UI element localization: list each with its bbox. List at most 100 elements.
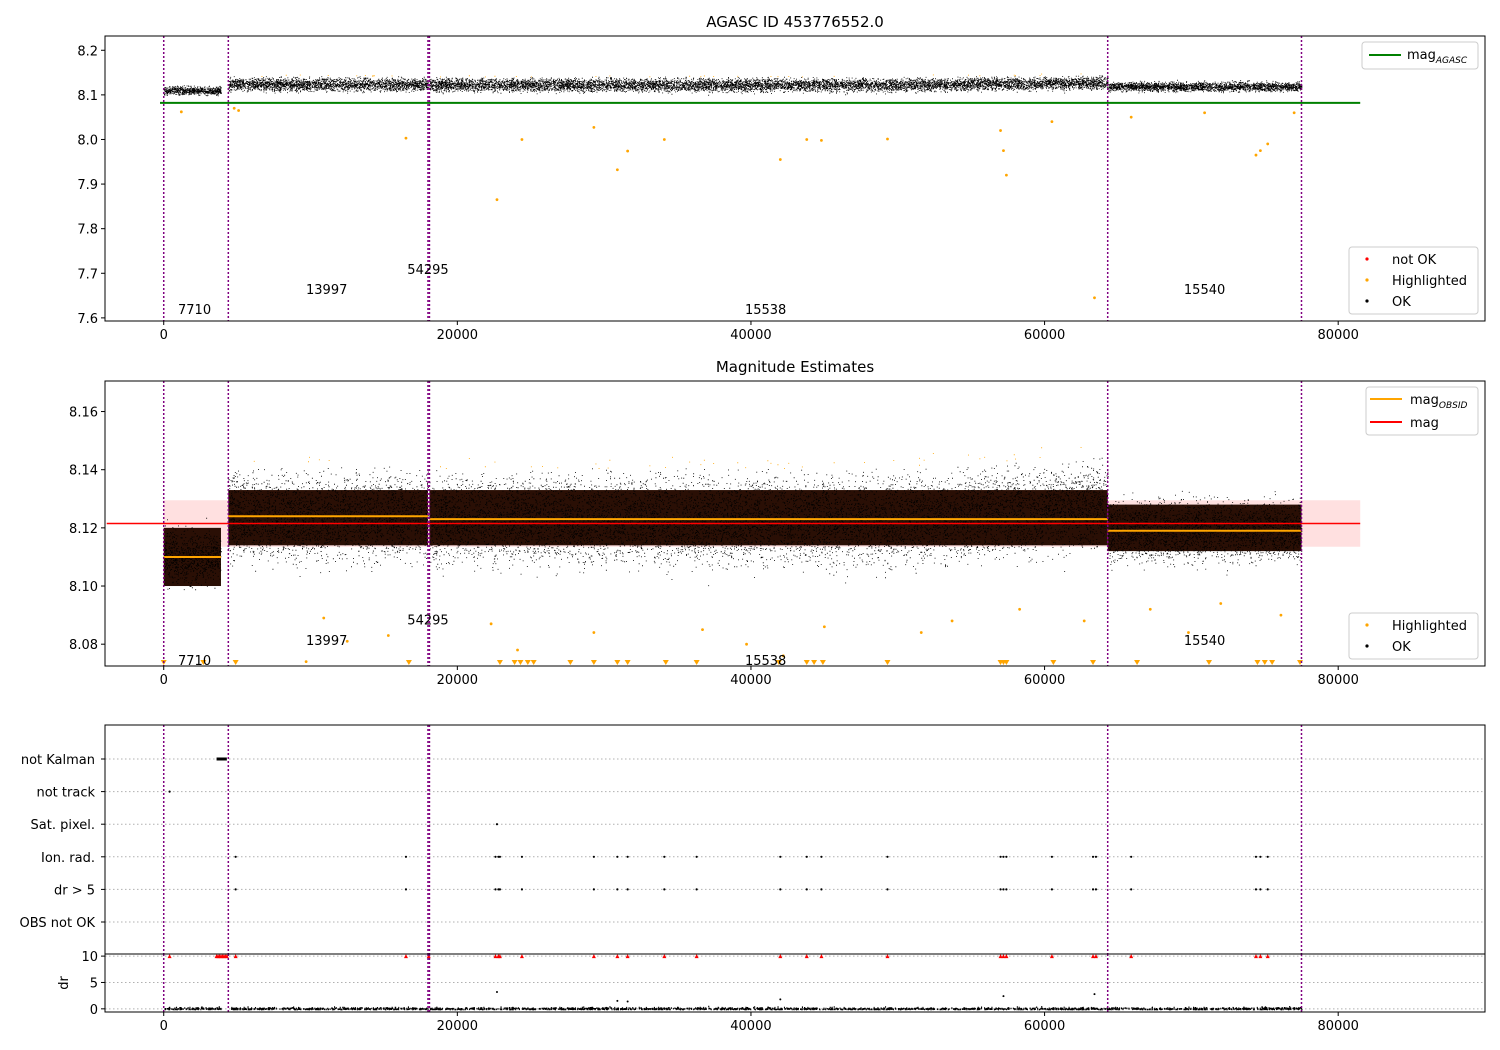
- ok-points: [163, 75, 1303, 97]
- dr-outlier-point: [779, 998, 782, 1001]
- highlighted-outlier-point: [516, 648, 519, 652]
- highlighted-outlier-point: [232, 106, 236, 110]
- highlighted-outlier-point: [179, 110, 183, 114]
- clipped-low-marker: [517, 660, 524, 665]
- dr-gt-5-point: [1266, 888, 1269, 891]
- dr-gt-5-point: [1130, 888, 1133, 891]
- dr-gt-5-point: [1094, 888, 1098, 891]
- legend-marker-ok: [1365, 299, 1369, 303]
- dr-gt-5-point: [1259, 888, 1262, 891]
- dr-outlier-point: [616, 999, 619, 1002]
- top-obsid-labels: 7710 13997 54295 15538 15540: [178, 263, 1225, 318]
- highlighted-outlier-point: [919, 631, 923, 634]
- dr-outlier-point: [1002, 995, 1005, 998]
- legend-box: [1348, 612, 1479, 660]
- ion-rad-point: [779, 855, 782, 858]
- dr-capped-marker: [1129, 954, 1134, 959]
- y-tick-label: 5: [90, 976, 98, 991]
- dr-capped-marker: [1253, 954, 1258, 959]
- x-tick-label: 80000: [1318, 1019, 1359, 1034]
- highlighted-outlier-point: [745, 642, 748, 646]
- dr-gt-5-point: [616, 888, 619, 891]
- highlighted-outlier-point: [345, 639, 349, 643]
- x-tick-label: 40000: [730, 328, 771, 343]
- dr-gt-5-point: [234, 888, 237, 891]
- obsid-uncertainty-band: [429, 490, 1108, 546]
- flag-category-label: not Kalman: [21, 753, 95, 768]
- legend-label-mag: mag: [1410, 416, 1439, 431]
- clipped-low-marker: [1090, 660, 1097, 665]
- y-tick-label: 7.7: [77, 267, 98, 282]
- x-tick-label: 0: [160, 328, 168, 343]
- flag-category-label: dr > 5: [54, 883, 95, 898]
- highlighted-outlier-point: [592, 126, 596, 129]
- top-legend-status: not OK Highlighted OK: [1348, 246, 1479, 315]
- x-tick-label: 60000: [1024, 673, 1065, 688]
- dr-gt-5-point: [663, 888, 666, 891]
- middle-y-axis: 8.08 8.10 8.12 8.14 8.16: [69, 406, 105, 653]
- ion-rad-point: [805, 855, 808, 858]
- dr-capped-marker: [519, 954, 524, 959]
- highlighted-outlier-point: [1093, 296, 1096, 300]
- obsid-label: 13997: [306, 634, 347, 649]
- clipped-low-marker: [524, 660, 531, 665]
- clipped-low-marker: [811, 660, 818, 665]
- highlighted-outlier-point: [781, 654, 785, 658]
- y-tick-label: 7.6: [77, 312, 98, 327]
- dr-y-axis: 0 5 10: [81, 950, 105, 1018]
- highlighted-outlier-point: [1266, 142, 1270, 146]
- highlighted-outlier-point: [820, 138, 823, 142]
- highlighted-outlier-point: [237, 109, 240, 112]
- top-y-axis: 7.6 7.7 7.8 7.9 8.0 8.1 8.2: [77, 44, 105, 327]
- x-tick-label: 20000: [437, 1019, 478, 1034]
- clipped-low-marker: [1206, 660, 1212, 665]
- flag-category-label: Sat. pixel.: [31, 818, 95, 833]
- legend-label-obsid-sub: OBSID: [1439, 401, 1468, 411]
- highlighted-outlier-point: [1050, 120, 1054, 124]
- x-tick-label: 0: [160, 1019, 168, 1034]
- highlighted-outlier-point: [615, 168, 619, 172]
- obsid-label: 54295: [407, 613, 448, 628]
- flag-category-label: not track: [36, 786, 95, 801]
- x-tick-label: 60000: [1024, 328, 1065, 343]
- dr-capped-marker: [1091, 954, 1096, 959]
- highlighted-outlier-point: [386, 634, 390, 637]
- clipped-low-marker: [232, 660, 239, 665]
- top-plot-area: [160, 36, 1361, 321]
- ion-rad-point: [404, 855, 408, 858]
- ion-rad-point: [1094, 855, 1098, 858]
- dr-capped-marker: [1258, 954, 1263, 959]
- middle-axes-frame: [104, 380, 1486, 667]
- dr-outlier-point: [495, 990, 498, 993]
- legend-label-agasc-sub: AGASC: [1435, 56, 1468, 66]
- dr-capped-marker: [615, 954, 620, 959]
- panel-flags: not Kalman not track Sat. pixel. Ion. rad. d…: [20, 724, 1486, 955]
- sat-pixel-point: [495, 823, 499, 826]
- middle-plot-area: [106, 381, 1361, 666]
- top-x-axis: 0 20000 40000 60000 80000: [160, 321, 1359, 343]
- highlighted-outlier-point: [886, 137, 889, 141]
- middle-legend-mags: magOBSID mag: [1365, 386, 1479, 436]
- panel-dr: 0 20000 40000 60000 80000 0 5 10 dr: [57, 950, 1486, 1034]
- x-tick-label: 20000: [437, 328, 478, 343]
- legend-marker-not-ok: [1365, 257, 1369, 261]
- dr-outlier-point: [626, 1000, 629, 1003]
- obsid-label: 54295: [407, 263, 448, 278]
- dr-capped-marker: [1265, 954, 1270, 959]
- highlighted-outlier-point: [1002, 149, 1005, 153]
- highlighted-outlier-point: [1187, 631, 1190, 634]
- legend-label-ok: OK: [1392, 640, 1411, 655]
- clipped-low-marker: [693, 660, 700, 665]
- legend-label-highlighted: Highlighted: [1392, 274, 1467, 289]
- clipped-low-marker: [614, 660, 621, 665]
- clipped-low-marker: [1254, 660, 1261, 665]
- y-tick-label: 8.10: [69, 580, 98, 595]
- highlighted-outlier-point: [1018, 607, 1022, 611]
- clipped-low-marker: [405, 660, 412, 665]
- legend-marker-highlighted: [1365, 278, 1369, 282]
- ion-rad-point: [1002, 855, 1005, 858]
- dr-capped-marker: [493, 954, 498, 959]
- dr-x-axis: 0 20000 40000 60000 80000: [160, 1012, 1359, 1034]
- dr-gt-5-point: [695, 888, 698, 891]
